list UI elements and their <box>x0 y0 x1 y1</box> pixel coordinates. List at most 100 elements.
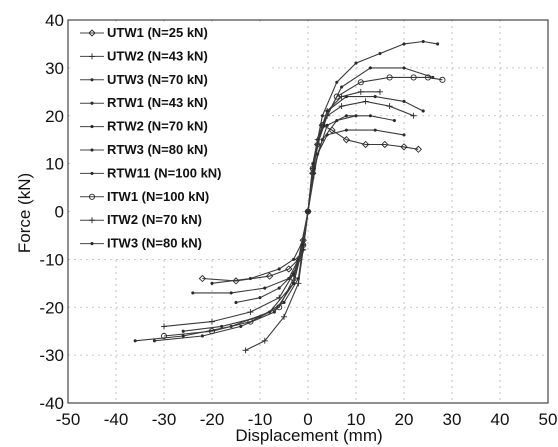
data-point <box>229 291 233 295</box>
y-tick-label: 30 <box>45 59 64 78</box>
data-point <box>220 324 224 328</box>
data-point <box>198 274 207 283</box>
data-point <box>133 339 137 343</box>
data-point <box>160 332 168 340</box>
x-tick-label: 10 <box>347 410 366 429</box>
x-axis-label: Displacement (mm) <box>235 426 382 445</box>
data-point <box>272 310 276 314</box>
data-point <box>378 51 382 56</box>
data-point <box>381 140 389 149</box>
data-point <box>368 114 372 118</box>
legend-label: UTW2 (N=43 kN) <box>107 48 208 63</box>
data-point <box>344 128 348 132</box>
data-point <box>306 209 310 214</box>
data-point <box>261 337 268 344</box>
legend-label: RTW2 (N=70 kN) <box>107 119 208 134</box>
data-point <box>368 66 372 70</box>
legend-entry: UTW2 (N=43 kN) <box>80 48 208 63</box>
data-point <box>386 74 393 81</box>
series-10 <box>152 39 440 343</box>
data-point <box>319 122 326 129</box>
x-tick-label: -40 <box>104 410 129 429</box>
data-point <box>402 99 406 103</box>
legend-label: RTW3 (N=80 kN) <box>107 142 208 157</box>
data-point <box>402 42 406 46</box>
legend-entry: ITW2 (N=70 kN) <box>80 212 202 227</box>
x-tick-label: -10 <box>248 410 273 429</box>
data-point <box>386 103 393 110</box>
data-point <box>361 140 370 149</box>
data-point <box>209 318 215 325</box>
legend-entry: RTW3 (N=80 kN) <box>80 142 208 157</box>
x-tick-label: 20 <box>395 410 414 429</box>
y-tick-label: 40 <box>45 11 64 30</box>
data-point <box>436 42 440 46</box>
data-point <box>210 281 214 285</box>
data-point <box>320 138 324 142</box>
data-point <box>421 109 425 113</box>
data-point <box>362 98 369 105</box>
data-point <box>338 93 345 100</box>
data-point <box>439 76 446 83</box>
legend-marker <box>90 125 94 129</box>
legend-entry: RTW1 (N=43 kN) <box>80 95 208 110</box>
data-point <box>335 118 339 123</box>
legend-entry: ITW1 (N=100 kN) <box>80 189 209 204</box>
legend-marker <box>90 148 94 152</box>
legend: UTW1 (N=25 kN) UTW2 (N=43 kN) UTW3 (N=70 k… <box>70 22 268 258</box>
x-tick-label: 50 <box>539 410 558 429</box>
x-tick-label: -20 <box>200 410 225 429</box>
data-point <box>320 114 324 118</box>
x-tick-label: 30 <box>443 410 462 429</box>
data-point <box>311 162 315 166</box>
legend-marker <box>89 53 95 60</box>
data-point <box>247 309 254 316</box>
y-tick-label: 10 <box>45 155 64 174</box>
data-point <box>191 291 195 295</box>
data-point <box>265 272 274 280</box>
data-point <box>258 296 262 300</box>
data-point <box>292 281 296 285</box>
x-tick-label: 0 <box>303 410 312 429</box>
data-point <box>421 39 425 44</box>
data-point <box>292 257 296 261</box>
data-point <box>402 133 406 137</box>
y-tick-label: -30 <box>39 346 64 365</box>
y-tick-label: -10 <box>39 250 64 269</box>
legend-marker <box>89 217 95 224</box>
tick-labels: -50 -40 -30 -20 -10 0 10 20 30 40 50-40-30-20-1001… <box>39 11 557 429</box>
data-point <box>181 334 185 338</box>
x-tick-label: 40 <box>491 410 510 429</box>
data-point <box>282 300 286 305</box>
data-point <box>285 265 293 273</box>
y-tick-label: 20 <box>45 107 64 126</box>
data-point <box>410 74 417 81</box>
legend-entry: UTW1 (N=25 kN) <box>80 25 208 40</box>
data-point <box>357 79 364 86</box>
legend-marker <box>90 242 94 246</box>
legend-box <box>70 22 268 258</box>
legend-marker <box>90 171 94 175</box>
data-point <box>410 112 417 119</box>
x-tick-label: -30 <box>152 410 177 429</box>
data-point <box>277 267 281 271</box>
x-tick-label: -50 <box>56 410 81 429</box>
plot-frame <box>67 19 549 404</box>
data-point <box>300 246 307 253</box>
data-point <box>344 114 348 118</box>
data-point <box>242 347 249 354</box>
data-point <box>325 123 329 127</box>
data-point <box>338 103 345 110</box>
legend-label: UTW3 (N=70 kN) <box>107 72 208 87</box>
data-point <box>354 114 358 118</box>
data-point <box>357 88 364 95</box>
data-point <box>373 128 377 132</box>
data-point <box>424 74 432 81</box>
data-point <box>281 313 287 320</box>
data-point <box>354 61 358 65</box>
data-point <box>342 136 351 144</box>
data-point <box>248 276 252 281</box>
data-point <box>414 145 423 153</box>
y-axis-label: Force (kN) <box>15 173 34 253</box>
